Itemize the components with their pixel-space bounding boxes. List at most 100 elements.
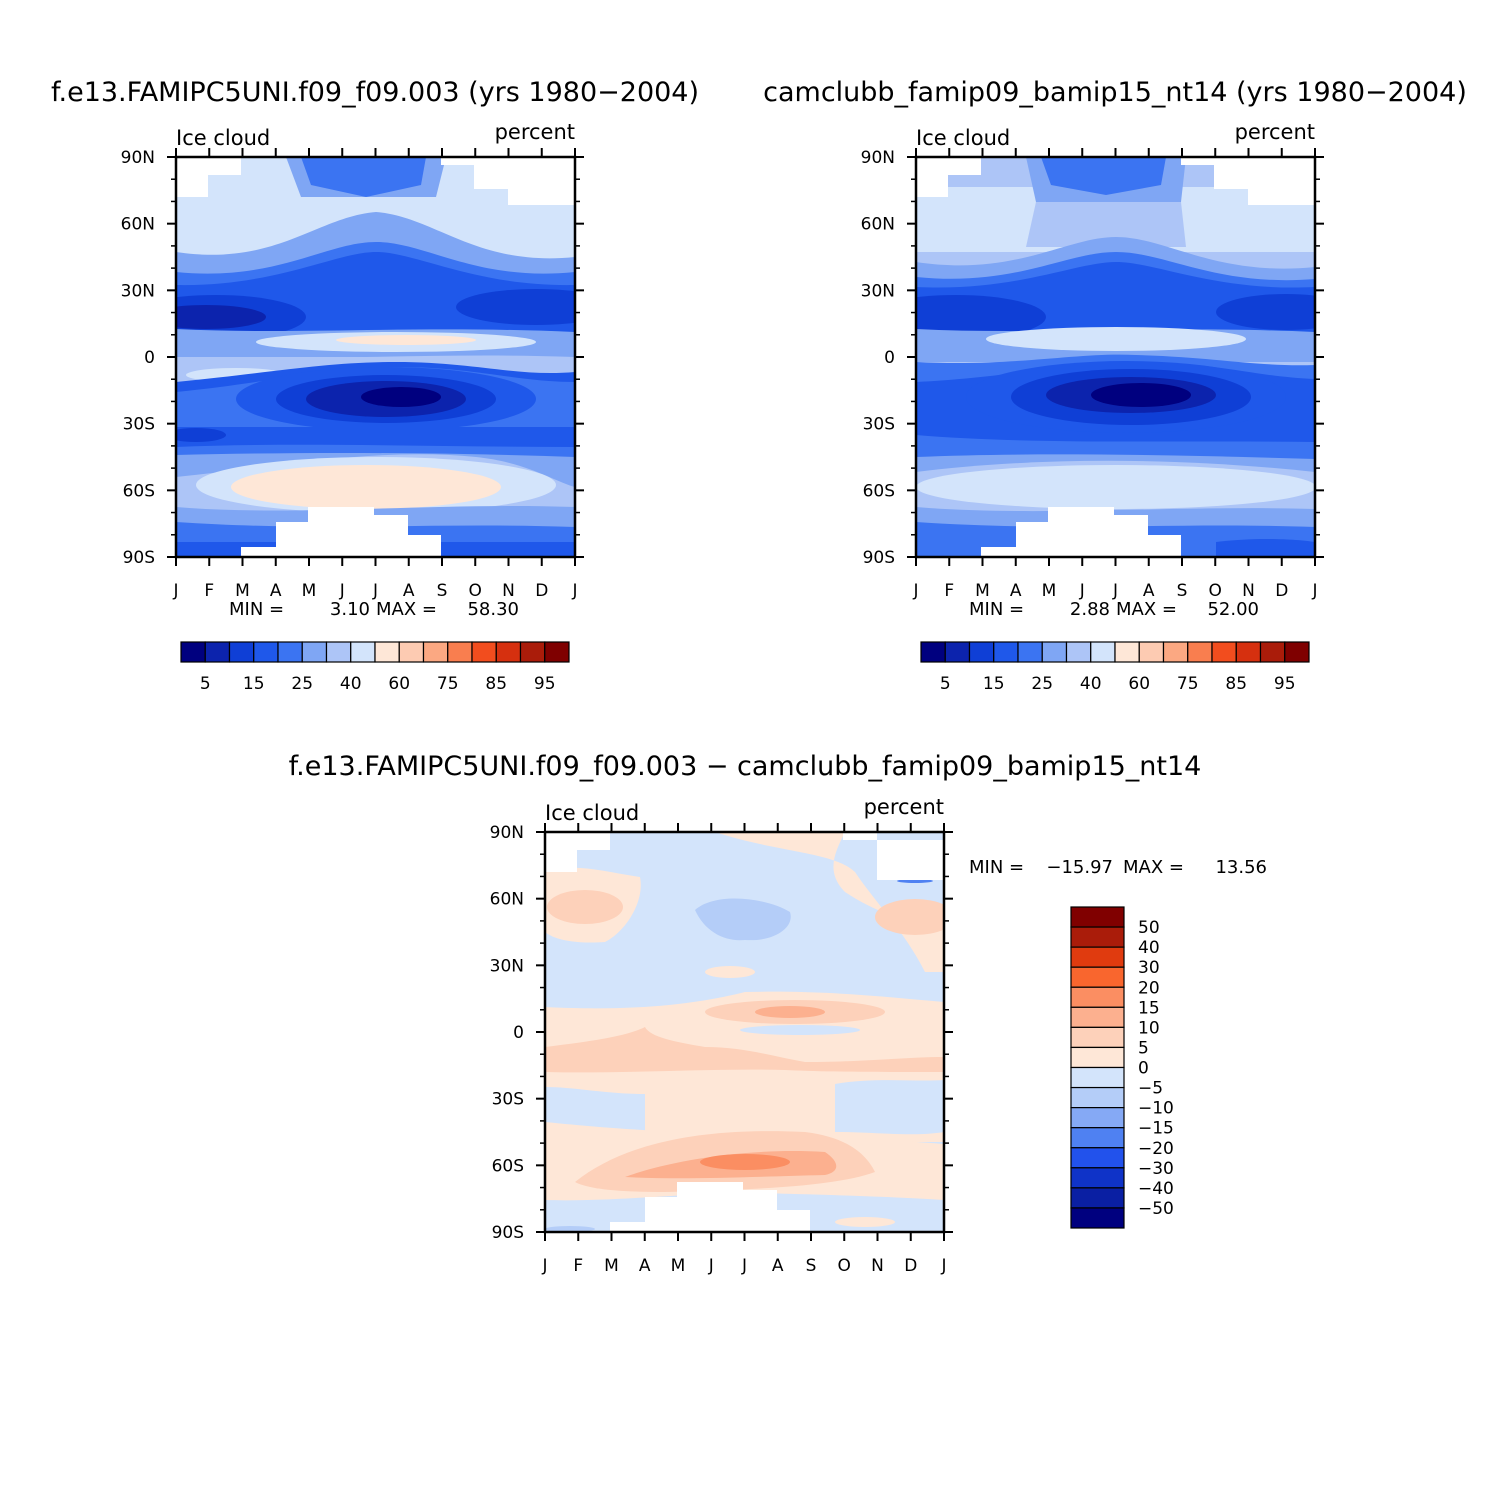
x-tick-label: A bbox=[270, 581, 282, 601]
panel-3-max-value: 13.56 bbox=[1215, 857, 1267, 878]
contour-band bbox=[361, 387, 441, 407]
colorbar-label: 15 bbox=[1138, 998, 1160, 1018]
colorbar-label: 5 bbox=[200, 674, 211, 694]
colorbar-swatch bbox=[471, 641, 497, 663]
x-tick-label: D bbox=[1275, 581, 1288, 601]
colorbar-swatch bbox=[1017, 641, 1043, 663]
missing-data-region bbox=[981, 507, 1181, 557]
y-tick-label: 30N bbox=[861, 281, 895, 301]
colorbar-swatch bbox=[1162, 641, 1189, 663]
panel-1-min-value: 3.10 bbox=[330, 599, 370, 620]
panel-3-min-label: MIN = bbox=[969, 857, 1024, 878]
x-tick-label: M bbox=[235, 581, 250, 601]
colorbar-swatch bbox=[495, 641, 522, 663]
y-tick-label: 60S bbox=[863, 481, 895, 501]
x-tick-label: D bbox=[535, 581, 548, 601]
x-tick-label: M bbox=[1042, 581, 1057, 601]
missing-data-region bbox=[176, 157, 241, 197]
contour-band bbox=[1026, 202, 1186, 247]
colorbar-swatch bbox=[1211, 641, 1237, 663]
y-tick-label: 90S bbox=[492, 1223, 524, 1243]
colorbar-swatch bbox=[301, 641, 328, 663]
colorbar-swatch bbox=[228, 641, 255, 663]
panel-1: f.e13.FAMIPC5UNI.f09_f09.003 (yrs 1980−2… bbox=[51, 77, 699, 694]
colorbar-label: 10 bbox=[1138, 1018, 1160, 1038]
colorbar-swatch bbox=[1070, 946, 1125, 968]
x-tick-label: F bbox=[204, 581, 214, 601]
x-tick-label: N bbox=[502, 581, 515, 601]
contour-band bbox=[547, 890, 623, 924]
panel-3-min-value: −15.97 bbox=[1046, 857, 1113, 878]
panel-1-stats: MIN = 3.10 MAX = 58.30 bbox=[229, 599, 519, 620]
colorbar-label: 15 bbox=[243, 674, 265, 694]
panel-3-max-label: MAX = bbox=[1123, 857, 1184, 878]
y-tick-label: 30S bbox=[123, 415, 155, 435]
x-tick-label: J bbox=[541, 1256, 547, 1276]
x-tick-label: J bbox=[372, 581, 378, 601]
x-tick-label: N bbox=[1242, 581, 1255, 601]
colorbar-label: 60 bbox=[1128, 674, 1150, 694]
colorbar-swatch bbox=[1070, 926, 1125, 948]
colorbar-swatch bbox=[1187, 641, 1213, 663]
x-tick-label: J bbox=[708, 1256, 714, 1276]
x-tick-label: M bbox=[671, 1256, 686, 1276]
colorbar-label: 50 bbox=[1138, 918, 1160, 938]
colorbar-swatch bbox=[447, 641, 473, 663]
contour-band bbox=[705, 966, 755, 978]
panel-2-max-value: 52.00 bbox=[1207, 599, 1259, 620]
contour-band bbox=[545, 1027, 944, 1073]
contour-band bbox=[545, 1087, 645, 1133]
contour-band bbox=[875, 899, 944, 935]
contour-band bbox=[755, 1006, 825, 1018]
panel-3-contours bbox=[545, 832, 944, 1232]
contour-band bbox=[176, 428, 226, 442]
missing-data-region bbox=[1181, 157, 1315, 205]
x-tick-label: N bbox=[871, 1256, 884, 1276]
panel-2: camclubb_famip09_bamip15_nt14 (yrs 1980−… bbox=[763, 77, 1467, 694]
missing-data-region bbox=[545, 832, 610, 872]
panel-1-max-value: 58.30 bbox=[467, 599, 519, 620]
colorbar-swatch bbox=[350, 641, 376, 663]
contour-band bbox=[176, 305, 266, 329]
colorbar-swatch bbox=[1070, 1187, 1125, 1209]
x-tick-label: J bbox=[940, 1256, 946, 1276]
x-tick-label: A bbox=[403, 581, 415, 601]
colorbar-swatch bbox=[1070, 1006, 1125, 1028]
colorbar-swatch bbox=[1070, 906, 1125, 928]
panel-3-title: f.e13.FAMIPC5UNI.f09_f09.003 − camclubb_… bbox=[289, 751, 1202, 782]
colorbar-label: 5 bbox=[1138, 1038, 1149, 1058]
y-tick-label: 30S bbox=[492, 1090, 524, 1110]
colorbar-swatch bbox=[374, 641, 400, 663]
y-tick-label: 60N bbox=[861, 215, 895, 235]
colorbar-swatch bbox=[944, 641, 971, 663]
colorbar-label: −20 bbox=[1138, 1139, 1174, 1159]
colorbar-swatch bbox=[1284, 641, 1310, 663]
colorbar-swatch bbox=[1070, 1167, 1125, 1189]
x-tick-label: A bbox=[1010, 581, 1022, 601]
y-tick-label: 0 bbox=[513, 1023, 524, 1043]
colorbar-swatch bbox=[1138, 641, 1165, 663]
colorbar-swatch bbox=[1070, 1086, 1125, 1109]
x-tick-label: O bbox=[1209, 581, 1222, 601]
y-tick-label: 90N bbox=[861, 148, 895, 168]
y-tick-label: 90N bbox=[121, 148, 155, 168]
panel-2-min-value: 2.88 bbox=[1070, 599, 1110, 620]
colorbar-swatch bbox=[1070, 966, 1125, 988]
x-tick-label: J bbox=[1112, 581, 1118, 601]
panel-1-right-label: percent bbox=[495, 120, 575, 144]
panel-1-plot-area bbox=[174, 155, 577, 559]
colorbar-label: 85 bbox=[485, 674, 507, 694]
colorbar-label: −5 bbox=[1138, 1079, 1163, 1099]
colorbar-swatch bbox=[920, 641, 946, 663]
x-tick-label: A bbox=[639, 1256, 651, 1276]
colorbar-label: 75 bbox=[1177, 674, 1199, 694]
colorbar-label: 20 bbox=[1138, 978, 1160, 998]
contour-band bbox=[545, 1226, 595, 1232]
contour-band bbox=[336, 335, 476, 345]
contour-band bbox=[835, 1217, 895, 1227]
colorbar-swatch bbox=[1070, 1026, 1125, 1049]
